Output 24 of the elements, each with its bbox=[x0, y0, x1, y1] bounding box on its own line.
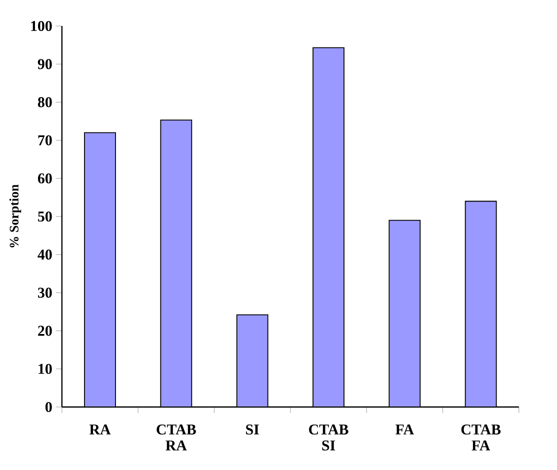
x-tick-label: CTAB RA bbox=[156, 424, 196, 450]
y-tick-label: 60 bbox=[38, 173, 52, 184]
bar bbox=[160, 120, 192, 407]
x-tick-label: CTAB FA bbox=[461, 424, 501, 450]
y-tick-label: 30 bbox=[38, 288, 52, 298]
x-tick-label: FA bbox=[396, 424, 414, 434]
y-tick-label: 20 bbox=[38, 326, 52, 336]
bar bbox=[388, 220, 421, 407]
y-tick-label: 80 bbox=[38, 97, 52, 108]
bar bbox=[236, 314, 268, 407]
bar bbox=[84, 132, 116, 407]
y-tick-label: 40 bbox=[38, 250, 52, 260]
bar bbox=[464, 200, 497, 407]
y-tick-label: 10 bbox=[38, 364, 52, 374]
x-tick-label: CTAB SI bbox=[309, 424, 348, 450]
y-tick-label: 50 bbox=[38, 211, 52, 222]
y-tick-label: 90 bbox=[38, 59, 52, 70]
bar bbox=[312, 47, 344, 407]
y-tick-label: 70 bbox=[38, 135, 52, 146]
y-tick-label: 100 bbox=[31, 20, 52, 32]
x-tick-label: RA bbox=[89, 424, 111, 434]
y-tick-label: 0 bbox=[45, 402, 52, 412]
x-tick-label: SI bbox=[246, 424, 259, 435]
y-axis-title: % Sorption bbox=[9, 184, 22, 248]
